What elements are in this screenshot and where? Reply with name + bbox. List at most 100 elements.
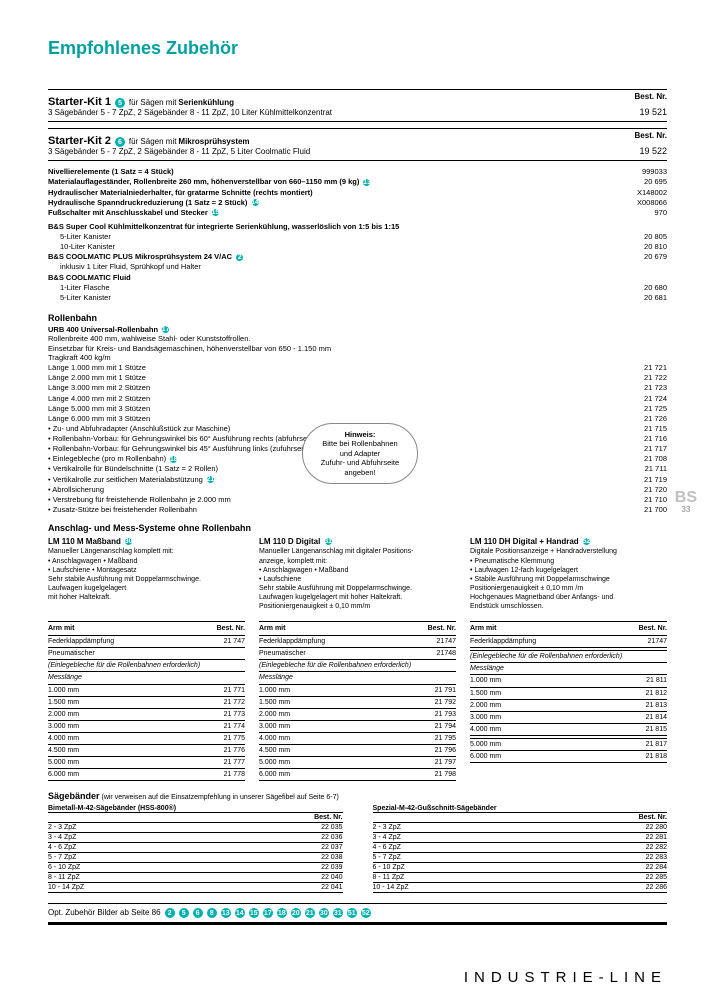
badge-icon: 30 [125, 538, 132, 545]
kit1-for-bold: Serienkühlung [178, 98, 234, 107]
table-row: 4 - 6 ZpZ22 282 [373, 843, 668, 853]
list-item: • Abrollsicherung 21 720 [48, 485, 667, 495]
kit2-desc: 3 Sägebänder 5 - 7 ZpZ, 2 Sägebänder 8 -… [48, 147, 667, 156]
badge-icon: 5 [179, 908, 189, 918]
badge-icon: 30 [319, 908, 329, 918]
badge-icon: 8 [207, 908, 217, 918]
kit2-num: 19 522 [639, 146, 667, 156]
best-nr-label-2: Best. Nr. [635, 131, 667, 140]
list-item: Hydraulischer Materialniederhalter, für … [48, 188, 667, 198]
meas-table: Arm mitBest. Nr.Federklappdämpfung21747(… [470, 621, 667, 781]
hint-line2: und Adapter [313, 449, 407, 458]
list-item: Nivellierelemente (1 Satz = 4 Stück) 999… [48, 167, 667, 177]
sagebander-section: Sägebänder (wir verweisen auf die Einsat… [48, 791, 667, 893]
meas-table: Arm mitBest. Nr.Federklappdämpfung21747P… [259, 621, 456, 781]
table-row: 6 - 10 ZpZ22 039 [48, 863, 343, 873]
coolmatic-plus-nr: 20 679 [617, 252, 667, 262]
table-row: 3 - 4 ZpZ22 281 [373, 833, 668, 843]
meas-tables: Arm mitBest. Nr.Federklappdämpfung21 747… [48, 615, 667, 781]
rollenbahn-section: Rollenbahn URB 400 Universal-Rollenbahn … [48, 313, 667, 515]
side-bs-label: BS 33 [675, 490, 697, 514]
mess-columns: LM 110 M Maßband 30Manueller Längenansch… [48, 537, 667, 611]
kit2-for: für Sägen mit [129, 137, 177, 146]
badge-icon: 14 [252, 199, 259, 206]
kit1-desc: 3 Sägebänder 5 - 7 ZpZ, 2 Sägebänder 8 -… [48, 108, 667, 117]
badge-icon: 31 [325, 538, 332, 545]
badge-icon: 13 [363, 179, 370, 186]
badge-icon: 52 [361, 908, 371, 918]
table-row: 5 - 7 ZpZ22 038 [48, 853, 343, 863]
best-nr-label: Best. Nr. [635, 92, 667, 101]
starter-kit-1: Best. Nr. Starter-Kit 1 5 für Sägen mit … [48, 89, 667, 122]
badge-icon: 15 [212, 209, 219, 216]
coolant-title: B&S Super Cool Kühlmittelkonzentrat für … [48, 222, 667, 232]
badge-icon: 2 [165, 908, 175, 918]
badge-icon: 51 [347, 908, 357, 918]
opt-zubehor-line: Opt. Zubehör Bilder ab Seite 86 2568 13 14… [48, 903, 667, 925]
opt-text: Opt. Zubehör Bilder ab Seite 86 [48, 908, 161, 917]
list-item: 10-Liter Kanister20 810 [48, 242, 667, 252]
list-item: Hydraulische Spanndruckreduzierung (1 Sa… [48, 198, 667, 208]
badge-icon: 14 [235, 908, 245, 918]
table-row: 5 - 7 ZpZ22 283 [373, 853, 668, 863]
mess-column: LM 110 DH Digital + Handrad 52Digitale P… [470, 537, 667, 611]
rb-desc-line: Rollenbreite 400 mm, wahlweise Stahl- od… [48, 334, 667, 344]
table-row: 10 - 14 ZpZ22 041 [48, 883, 343, 893]
coolmatic-fluid-title: B&S COOLMATIC Fluid [48, 273, 667, 283]
mess-column: LM 110 D Digital 31Manueller Längenansch… [259, 537, 456, 611]
bs-text: BS [675, 490, 697, 506]
list-item: • Zusatz-Stütze bei freistehender Rollen… [48, 505, 667, 515]
hint-line3: Zufuhr- und Abfuhrseite [313, 458, 407, 467]
sb-note: (wir verweisen auf die Einsatzempfehlung… [101, 794, 338, 801]
kit2-badge-icon: 6 [115, 137, 125, 147]
badge-icon: 21 [305, 908, 315, 918]
hint-callout: Hinweis: Bitte bei Rollenbahnen und Adap… [302, 423, 418, 484]
table-row: 6 - 10 ZpZ22 284 [373, 863, 668, 873]
table-row: 2 - 3 ZpZ22 035 [48, 823, 343, 833]
coolmatic-badge-icon: 2 [236, 254, 243, 261]
list-item: Länge 1.000 mm mit 1 Stütze21 721 [48, 363, 667, 373]
rb-desc-line: Einsetzbar für Kreis- und Bandsägemaschi… [48, 344, 667, 354]
badge-icon: 18 [277, 908, 287, 918]
sb-title: Sägebänder [48, 791, 100, 801]
badge-icon: 17 [263, 908, 273, 918]
urb-title: URB 400 Universal-Rollenbahn [48, 325, 158, 334]
starter-kit-2: Best. Nr. Starter-Kit 2 6 für Sägen mit … [48, 128, 667, 161]
hint-line4: angeben! [313, 468, 407, 477]
list-item: 1-Liter Flasche20 680 [48, 283, 667, 293]
kit1-for: für Sägen mit [129, 98, 177, 107]
hint-line1: Bitte bei Rollenbahnen [313, 439, 407, 448]
kit2-for-bold: Mikrosprühsystem [178, 137, 249, 146]
table-row: 10 - 14 ZpZ22 286 [373, 883, 668, 893]
table-row: 3 - 4 ZpZ22 036 [48, 833, 343, 843]
mess-title: Anschlag- und Mess-Systeme ohne Rollenba… [48, 523, 667, 533]
rb-desc-line: Tragkraft 400 kg/m [48, 353, 667, 363]
badge-icon: 21 [207, 476, 214, 483]
badge-icon: 20 [291, 908, 301, 918]
table-row: 8 - 11 ZpZ22 040 [48, 873, 343, 883]
table-row: 4 - 6 ZpZ22 037 [48, 843, 343, 853]
table-row: 2 - 3 ZpZ22 280 [373, 823, 668, 833]
badge-icon: 52 [583, 538, 590, 545]
accessory-list-1: Nivellierelemente (1 Satz = 4 Stück) 999… [48, 167, 667, 218]
badge-icon: 31 [333, 908, 343, 918]
badge-icon: 13 [221, 908, 231, 918]
badge-icon: 15 [249, 908, 259, 918]
kit1-num: 19 521 [639, 107, 667, 117]
hint-title: Hinweis: [313, 430, 407, 439]
list-item: Länge 3.000 mm mit 2 Stützen21 723 [48, 383, 667, 393]
sb-left-title: Bimetall-M-42-Sägebänder (HSS-800®) [48, 805, 343, 812]
kit2-title: Starter-Kit 2 [48, 135, 111, 147]
list-item: Länge 2.000 mm mit 1 Stütze21 722 [48, 373, 667, 383]
list-item: Materialauflageständer, Rollenbreite 260… [48, 177, 667, 187]
coolmatic-sub: inklusiv 1 Liter Fluid, Sprühkopf und Ha… [60, 262, 667, 272]
page-title: Empfohlenes Zubehör [48, 38, 667, 59]
kit1-badge-icon: 5 [115, 98, 125, 108]
footer: INDUSTRIE-LINE [464, 969, 667, 986]
badge-icon: 18 [170, 456, 177, 463]
list-item: 5-Liter Kanister20 805 [48, 232, 667, 242]
list-item: • Verstrebung für freistehende Rollenbah… [48, 495, 667, 505]
sb-right-title: Spezial-M-42-Gußschnitt-Sägebänder [373, 805, 668, 812]
badge-icon: 6 [193, 908, 203, 918]
table-row: 8 - 11 ZpZ22 285 [373, 873, 668, 883]
